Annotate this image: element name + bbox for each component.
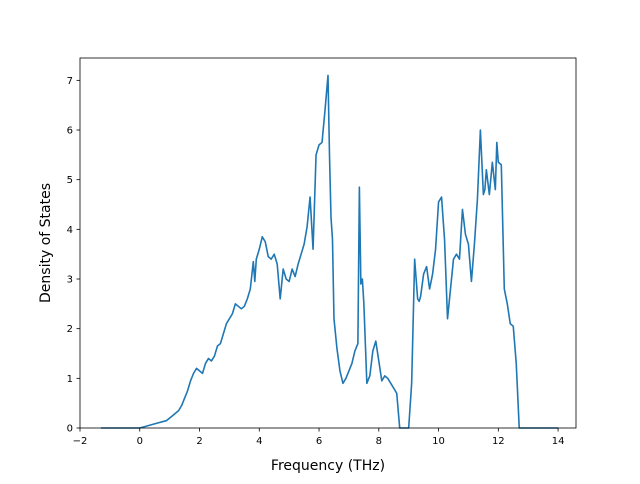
x-tick-label: 6 — [316, 436, 322, 447]
y-tick-label: 2 — [67, 324, 73, 335]
x-tick-label: 8 — [376, 436, 382, 447]
x-tick-label: 12 — [492, 436, 505, 447]
y-tick-label: 4 — [67, 225, 73, 236]
x-tick-label: 2 — [196, 436, 202, 447]
x-axis-label: Frequency (THz) — [271, 458, 385, 474]
y-tick-label: 1 — [67, 374, 73, 385]
x-tick-label: 4 — [256, 436, 262, 447]
y-tick-label: 3 — [67, 275, 73, 286]
y-axis-label: Density of States — [38, 183, 54, 303]
x-tick-label: 10 — [432, 436, 445, 447]
x-tick-label: 14 — [552, 436, 565, 447]
x-tick-label: 0 — [137, 436, 143, 447]
y-tick-label: 7 — [67, 76, 73, 87]
y-tick-label: 5 — [67, 175, 73, 186]
y-tick-label: 0 — [67, 424, 73, 435]
series-line-0 — [100, 74, 559, 429]
plot-frame — [79, 57, 577, 429]
y-tick-label: 6 — [67, 126, 73, 137]
plot-area — [80, 58, 576, 428]
x-tick-label: −2 — [73, 436, 88, 447]
